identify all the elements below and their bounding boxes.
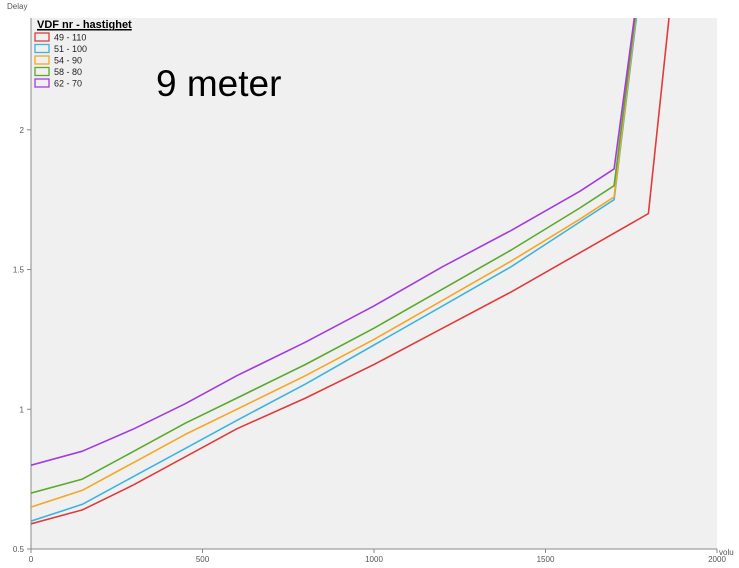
series-line-1 bbox=[31, 18, 638, 522]
plot-area-background bbox=[31, 18, 717, 549]
legend-swatch bbox=[34, 55, 50, 65]
y-tick-label: 0.5 bbox=[13, 545, 25, 554]
axes: 0.5 1 1.5 2 0 500 1000 1500 2000 bbox=[13, 18, 726, 564]
legend-label: 54 - 90 bbox=[54, 56, 82, 66]
legend-swatch bbox=[34, 66, 50, 77]
y-tick-label: 1 bbox=[20, 405, 25, 414]
legend-label: 58 - 80 bbox=[54, 67, 82, 77]
y-tick-label: 1.5 bbox=[13, 266, 25, 275]
legend-swatch bbox=[34, 32, 50, 42]
series-lines bbox=[31, 18, 670, 525]
series-line-2 bbox=[31, 18, 637, 508]
chart-annotation: 9 meter bbox=[156, 63, 281, 104]
series-line-0 bbox=[31, 18, 670, 525]
legend-title: VDF nr - hastighet bbox=[37, 19, 132, 31]
x-tick-label: 500 bbox=[196, 555, 210, 564]
legend-swatch bbox=[34, 43, 50, 54]
legend-label: 49 - 110 bbox=[54, 33, 86, 43]
y-tick-label: 2 bbox=[20, 126, 25, 135]
legend-swatch bbox=[34, 78, 50, 88]
x-tick-label: 1500 bbox=[537, 555, 555, 564]
x-axis-title: volu bbox=[719, 548, 734, 557]
legend-label: 62 - 70 bbox=[54, 79, 82, 89]
legend-label: 51 - 100 bbox=[54, 44, 87, 54]
x-tick-label: 2000 bbox=[708, 555, 726, 564]
y-axis-title: Delay bbox=[7, 2, 27, 11]
series-line-4 bbox=[31, 18, 636, 466]
x-tick-label: 1000 bbox=[365, 555, 383, 564]
series-line-3 bbox=[31, 18, 636, 494]
x-tick-label: 0 bbox=[29, 555, 34, 564]
